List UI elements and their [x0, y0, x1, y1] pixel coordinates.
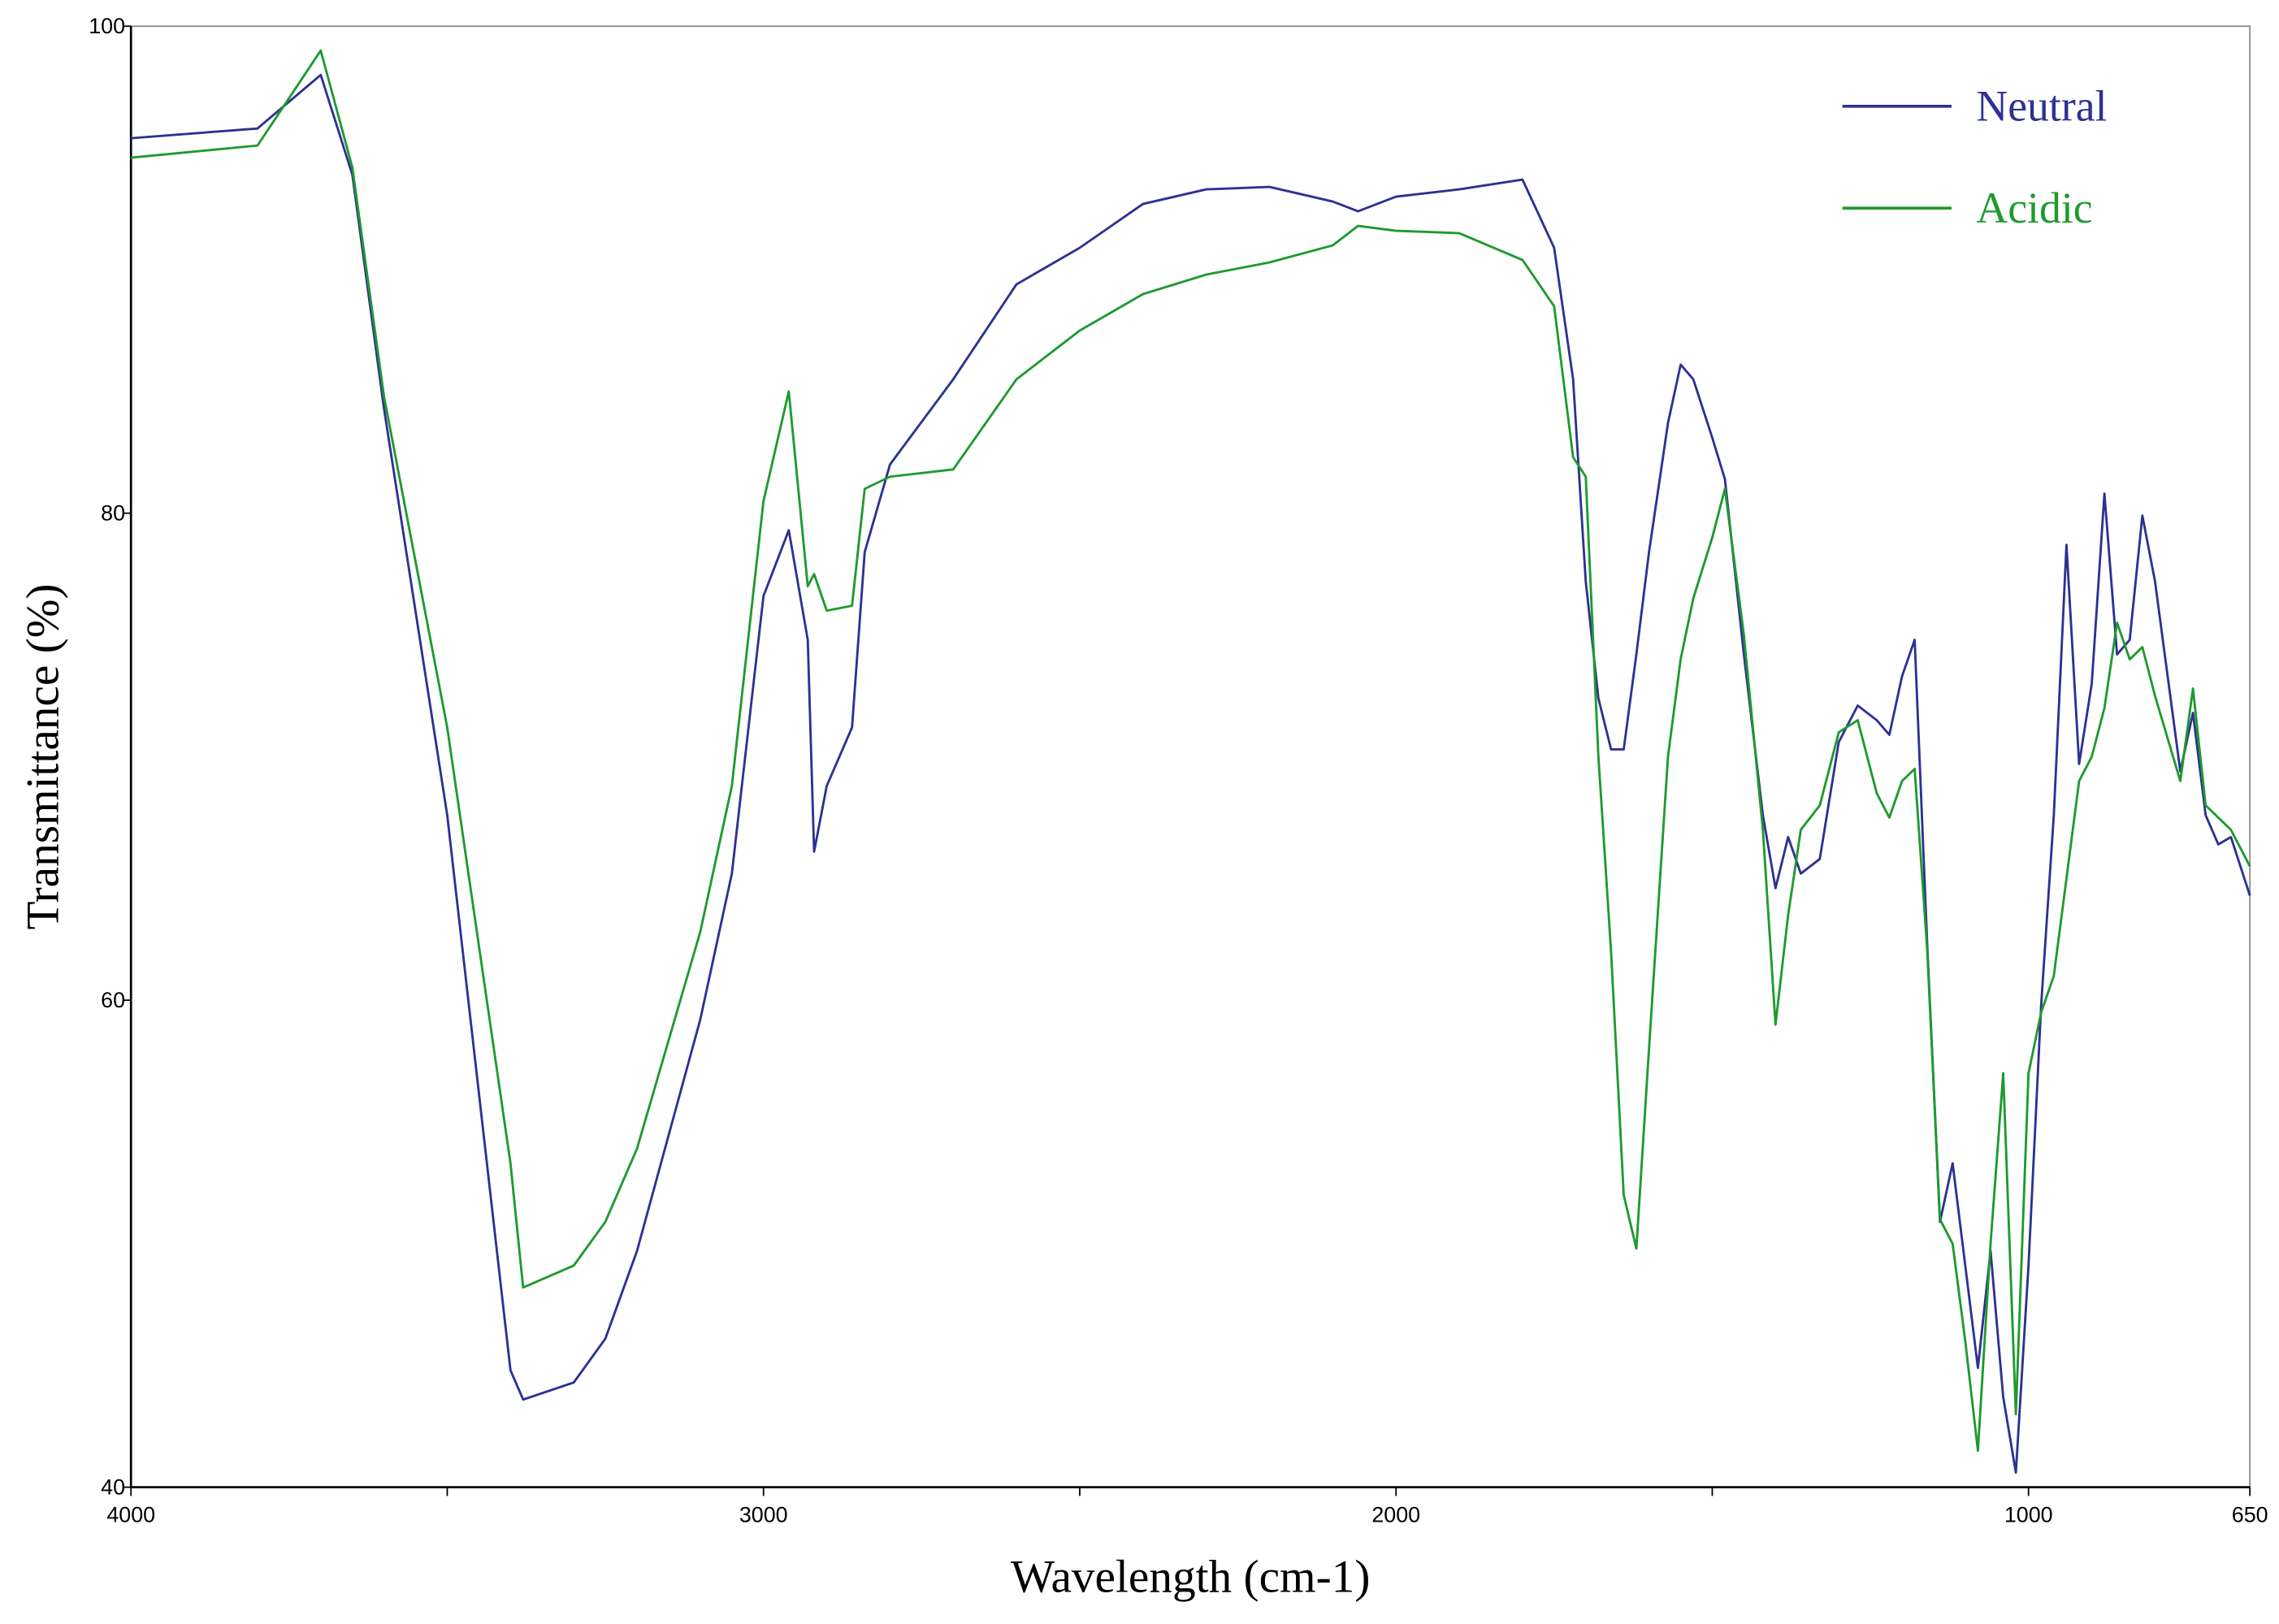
- y-tick-label: 80: [101, 501, 125, 526]
- x-tick-label: 650: [2232, 1503, 2268, 1527]
- plot-frame: [130, 25, 2251, 1488]
- x-tick-label: 1000: [2004, 1503, 2053, 1527]
- x-tick-label: 2000: [1371, 1503, 1420, 1527]
- legend-label: Neutral: [1976, 82, 2107, 131]
- y-tick-label: 100: [89, 14, 125, 38]
- y-axis-title: Transmittance (%): [18, 583, 69, 929]
- x-tick-label: 4000: [106, 1503, 155, 1527]
- series-line: [131, 49, 2251, 1453]
- x-tick-label: 3000: [739, 1503, 788, 1527]
- y-tick-label: 40: [101, 1475, 125, 1500]
- series-line: [131, 73, 2251, 1475]
- legend-label: Acidic: [1976, 184, 2092, 232]
- y-tick-label: 60: [101, 988, 125, 1012]
- x-axis-title: Wavelength (cm-1): [1011, 1552, 1370, 1603]
